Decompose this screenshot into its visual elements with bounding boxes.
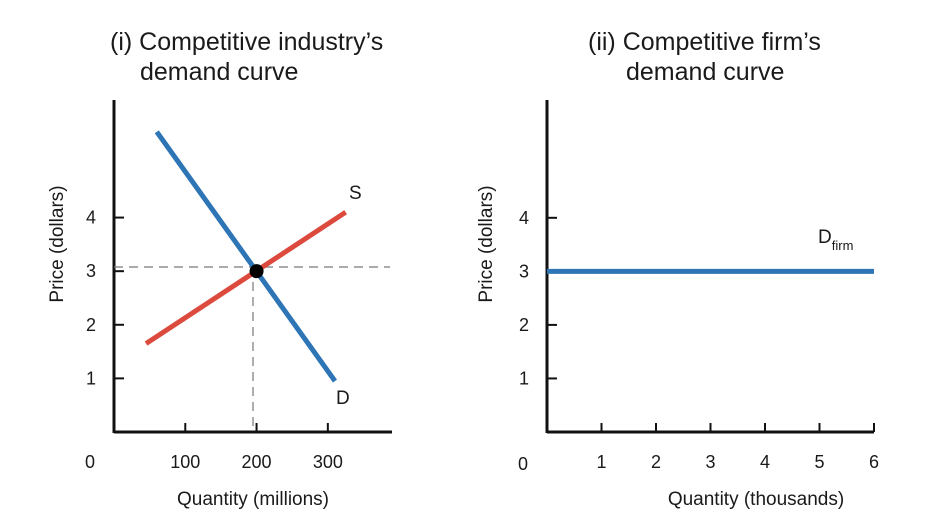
industry-origin-label: 0 — [85, 452, 95, 472]
industry-x-axis-label: Quantity (millions) — [177, 489, 329, 510]
industry-supply-label: S — [349, 183, 362, 204]
firm-origin-label: 0 — [518, 454, 528, 474]
firm-y-tick-label: 4 — [519, 208, 529, 228]
industry-title-line-1: (i) Competitive industry’s — [110, 28, 383, 56]
firm-demand-label: Dfirm — [818, 227, 853, 253]
industry-x-tick-label: 200 — [242, 452, 272, 472]
firm-x-tick-label: 1 — [596, 452, 606, 472]
industry-y-tick-label: 3 — [86, 261, 96, 281]
industry-y-tick-label: 4 — [86, 208, 96, 228]
firm-x-tick-label: 2 — [651, 452, 661, 472]
firm-y-axis-label: Price (dollars) — [476, 185, 497, 302]
firm-demand-label-subscript: firm — [832, 238, 854, 253]
firm-y-tick-label: 3 — [519, 261, 529, 281]
industry-y-tick-label: 2 — [86, 315, 96, 335]
firm-y-ticks: 1 2 3 4 — [519, 208, 557, 388]
firm-x-ticks: 1 2 3 4 5 6 — [596, 423, 879, 472]
firm-demand-label-main: D — [818, 227, 832, 248]
firm-x-tick-label: 4 — [760, 452, 770, 472]
industry-x-tick-label: 100 — [170, 452, 200, 472]
firm-x-tick-label: 6 — [869, 452, 879, 472]
industry-demand-line — [154, 130, 338, 383]
industry-supply-line — [144, 210, 348, 346]
industry-demand-label: D — [336, 388, 350, 409]
firm-x-axis-label: Quantity (thousands) — [668, 489, 844, 510]
industry-y-ticks: 1 2 3 4 — [86, 208, 124, 388]
industry-y-axis-label: Price (dollars) — [47, 185, 68, 302]
equilibrium-point — [249, 264, 264, 279]
panel-firm: (ii) Competitive firm’s demand curve Pri… — [476, 28, 879, 510]
firm-y-tick-label: 1 — [519, 368, 529, 388]
panel-industry: (i) Competitive industry’s demand curve … — [47, 28, 392, 510]
firm-y-tick-label: 2 — [519, 315, 529, 335]
firm-title-line-1: (ii) Competitive firm’s — [588, 28, 821, 56]
firm-x-tick-label: 5 — [814, 452, 824, 472]
industry-title-line-2: demand curve — [140, 58, 298, 86]
firm-x-tick-label: 3 — [705, 452, 715, 472]
industry-x-ticks: 100 200 300 — [170, 423, 343, 472]
industry-y-tick-label: 1 — [86, 368, 96, 388]
firm-title-line-2: demand curve — [626, 58, 784, 86]
industry-x-tick-label: 300 — [313, 452, 343, 472]
